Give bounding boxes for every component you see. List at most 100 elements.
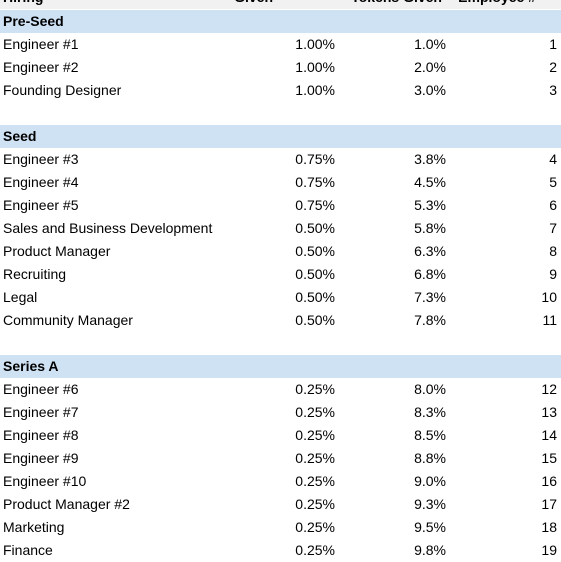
- data-row: Engineer #4 0.75% 4.5% 5: [0, 171, 561, 194]
- cell: 9.8%: [414, 542, 446, 558]
- section-title: Pre-Seed: [3, 13, 64, 29]
- cell: 0.25%: [295, 427, 335, 443]
- cell: 12: [541, 381, 557, 397]
- cell: 0.50%: [295, 243, 335, 259]
- cell: 15: [541, 450, 557, 466]
- header-cell: Hiring: [3, 0, 43, 9]
- cell: 7.8%: [414, 312, 446, 328]
- cell: Marketing: [3, 519, 65, 535]
- cell: Product Manager: [3, 243, 111, 259]
- cell: 0.75%: [295, 174, 335, 190]
- cell: 1: [549, 36, 557, 52]
- data-row: Recruiting 0.50% 6.8% 9: [0, 263, 561, 286]
- cell: Legal: [3, 289, 38, 305]
- cell: 0.25%: [295, 381, 335, 397]
- data-row: Engineer #1 1.00% 1.0% 1: [0, 33, 561, 56]
- cell: Engineer #1: [3, 36, 79, 52]
- data-row: Sales and Business Development 0.50% 5.8% 7: [0, 217, 561, 240]
- header-cell: Employee #: [458, 0, 536, 9]
- section-row: Series A: [0, 355, 561, 378]
- cell: 0.50%: [295, 289, 335, 305]
- cell: Engineer #7: [3, 404, 79, 420]
- header-cell: Given: [234, 0, 273, 9]
- cell: 9.3%: [414, 496, 446, 512]
- cell: Engineer #3: [3, 151, 79, 167]
- cell: Founding Designer: [3, 82, 122, 98]
- data-row: Finance 0.25% 9.8% 19: [0, 539, 561, 562]
- cell: Engineer #6: [3, 381, 79, 397]
- header-row: Hiring Given Tokens Given Employee #: [0, 0, 561, 9]
- cell: 8: [549, 243, 557, 259]
- cell: 9.0%: [414, 473, 446, 489]
- cell: Engineer #9: [3, 450, 79, 466]
- cell: 0.25%: [295, 519, 335, 535]
- cell: 0.50%: [295, 220, 335, 236]
- cell: 3.0%: [414, 82, 446, 98]
- cell: 4.5%: [414, 174, 446, 190]
- cell: 0.50%: [295, 266, 335, 282]
- cell: 5: [549, 174, 557, 190]
- data-row: Product Manager 0.50% 6.3% 8: [0, 240, 561, 263]
- cell: 7.3%: [414, 289, 446, 305]
- data-row: Engineer #2 1.00% 2.0% 2: [0, 56, 561, 79]
- cell: Engineer #5: [3, 197, 79, 213]
- cell: 9.5%: [414, 519, 446, 535]
- cell: Community Manager: [3, 312, 133, 328]
- data-row: Engineer #3 0.75% 3.8% 4: [0, 148, 561, 171]
- cell: 14: [541, 427, 557, 443]
- cell: 1.00%: [295, 59, 335, 75]
- section-title: Seed: [3, 128, 37, 144]
- cell: 10: [541, 289, 557, 305]
- cell: 8.8%: [414, 450, 446, 466]
- cell: 3: [549, 82, 557, 98]
- cell: 2.0%: [414, 59, 446, 75]
- cell: Sales and Business Development: [3, 220, 213, 236]
- section-row: Seed: [0, 125, 561, 148]
- cell: 4: [549, 151, 557, 167]
- cell: 8.3%: [414, 404, 446, 420]
- cell: 0.25%: [295, 404, 335, 420]
- data-row: Engineer #8 0.25% 8.5% 14: [0, 424, 561, 447]
- cell: 1.00%: [295, 82, 335, 98]
- cell: 1.00%: [295, 36, 335, 52]
- cell: 13: [541, 404, 557, 420]
- cell: Finance: [3, 542, 53, 558]
- data-row: Marketing 0.25% 9.5% 18: [0, 516, 561, 539]
- cell: 0.25%: [295, 542, 335, 558]
- cell: 6: [549, 197, 557, 213]
- cell: 6.3%: [414, 243, 446, 259]
- cell: 0.50%: [295, 312, 335, 328]
- cell: Product Manager #2: [3, 496, 130, 512]
- data-row: Product Manager #2 0.25% 9.3% 17: [0, 493, 561, 516]
- cell: Recruiting: [3, 266, 67, 282]
- cell: 11: [542, 312, 557, 328]
- data-row: Legal 0.50% 7.3% 10: [0, 286, 561, 309]
- cell: Engineer #4: [3, 174, 79, 190]
- cell: 5.3%: [414, 197, 446, 213]
- data-row: Founding Designer 1.00% 3.0% 3: [0, 79, 561, 102]
- cell: 16: [541, 473, 557, 489]
- cell: 5.8%: [414, 220, 446, 236]
- cell: Engineer #8: [3, 427, 79, 443]
- cell: 17: [541, 496, 557, 512]
- cell: 6.8%: [414, 266, 446, 282]
- cell: Engineer #2: [3, 59, 79, 75]
- header-cell: Tokens Given: [351, 0, 442, 9]
- cell: 8.0%: [414, 381, 446, 397]
- cell: 0.25%: [295, 450, 335, 466]
- cell: 18: [541, 519, 557, 535]
- data-row: Engineer #5 0.75% 5.3% 6: [0, 194, 561, 217]
- data-row: Community Manager 0.50% 7.8% 11: [0, 309, 561, 332]
- section-row: Pre-Seed: [0, 10, 561, 33]
- cell: 3.8%: [414, 151, 446, 167]
- data-row: Engineer #9 0.25% 8.8% 15: [0, 447, 561, 470]
- cell: 9: [549, 266, 557, 282]
- section-title: Series A: [3, 358, 59, 374]
- cell: 0.75%: [295, 197, 335, 213]
- cell: 2: [549, 59, 557, 75]
- cell: 0.25%: [295, 496, 335, 512]
- cell: 0.25%: [295, 473, 335, 489]
- data-row: Engineer #7 0.25% 8.3% 13: [0, 401, 561, 424]
- cell: 1.0%: [414, 36, 446, 52]
